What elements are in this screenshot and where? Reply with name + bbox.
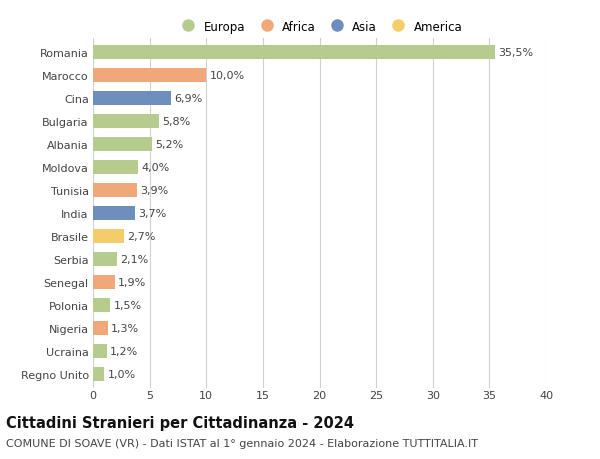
Bar [93,68,206,83]
Text: 2,7%: 2,7% [127,231,155,241]
Text: 1,0%: 1,0% [108,369,136,379]
Bar [93,160,139,174]
Text: 5,2%: 5,2% [155,140,184,150]
Bar [93,252,117,266]
Text: 5,8%: 5,8% [162,117,190,127]
Text: 3,7%: 3,7% [139,208,167,218]
Text: 1,5%: 1,5% [113,300,142,310]
Text: 1,9%: 1,9% [118,277,146,287]
Text: 3,9%: 3,9% [140,185,169,196]
Bar [93,275,115,290]
Bar [93,367,104,381]
Legend: Europa, Africa, Asia, America: Europa, Africa, Asia, America [176,21,463,34]
Text: Cittadini Stranieri per Cittadinanza - 2024: Cittadini Stranieri per Cittadinanza - 2… [6,415,354,431]
Bar [93,184,137,197]
Bar [93,321,108,335]
Text: 1,2%: 1,2% [110,346,138,356]
Text: 10,0%: 10,0% [209,71,245,81]
Bar [93,114,158,129]
Bar [93,344,107,358]
Bar [93,229,124,243]
Text: 6,9%: 6,9% [175,94,203,104]
Bar [93,45,495,60]
Bar [93,137,152,151]
Bar [93,91,171,106]
Text: 2,1%: 2,1% [120,254,148,264]
Bar [93,298,110,312]
Bar [93,207,135,220]
Text: 1,3%: 1,3% [111,323,139,333]
Text: COMUNE DI SOAVE (VR) - Dati ISTAT al 1° gennaio 2024 - Elaborazione TUTTITALIA.I: COMUNE DI SOAVE (VR) - Dati ISTAT al 1° … [6,438,478,448]
Text: 4,0%: 4,0% [142,162,170,173]
Text: 35,5%: 35,5% [499,48,533,58]
